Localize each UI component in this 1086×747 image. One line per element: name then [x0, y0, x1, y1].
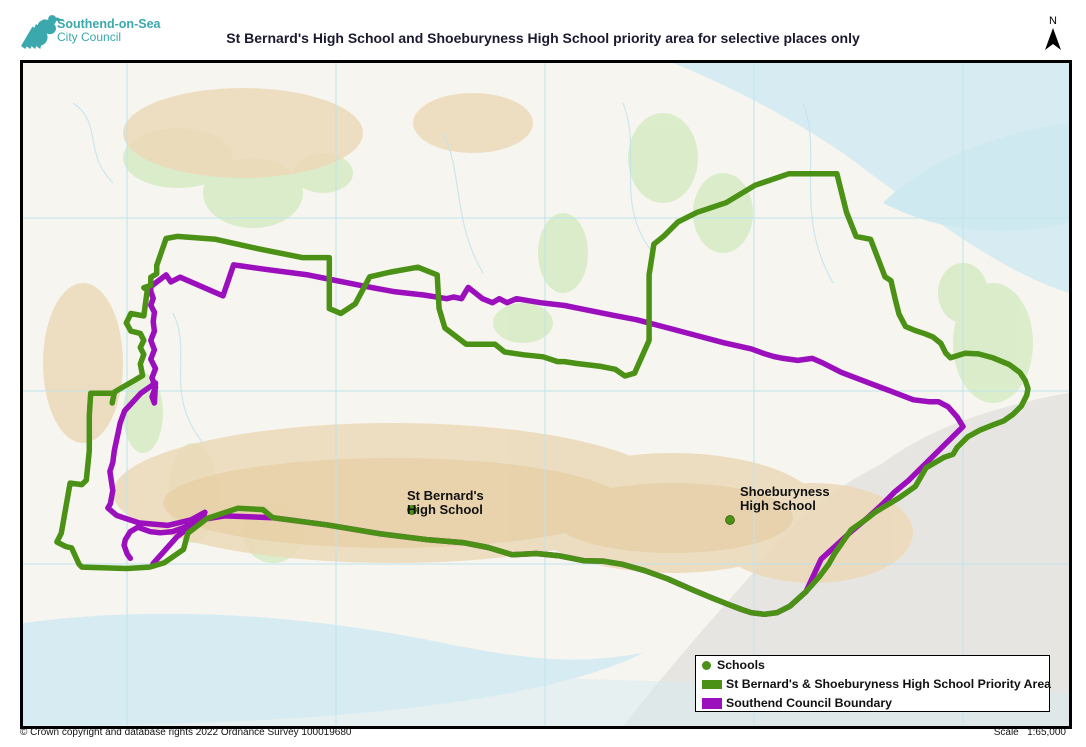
- svg-text:Shoeburyness: Shoeburyness: [740, 484, 830, 499]
- svg-text:N: N: [1049, 15, 1057, 27]
- svg-text:High School: High School: [407, 502, 483, 517]
- svg-text:St Bernard's: St Bernard's: [407, 488, 484, 503]
- svg-text:High School: High School: [740, 498, 816, 513]
- svg-text:Southend-on-Sea: Southend-on-Sea: [57, 17, 162, 31]
